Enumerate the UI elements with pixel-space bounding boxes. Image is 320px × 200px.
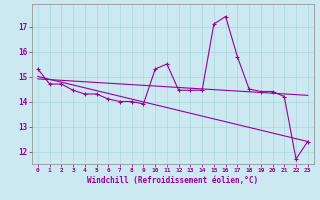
X-axis label: Windchill (Refroidissement éolien,°C): Windchill (Refroidissement éolien,°C) <box>87 176 258 185</box>
